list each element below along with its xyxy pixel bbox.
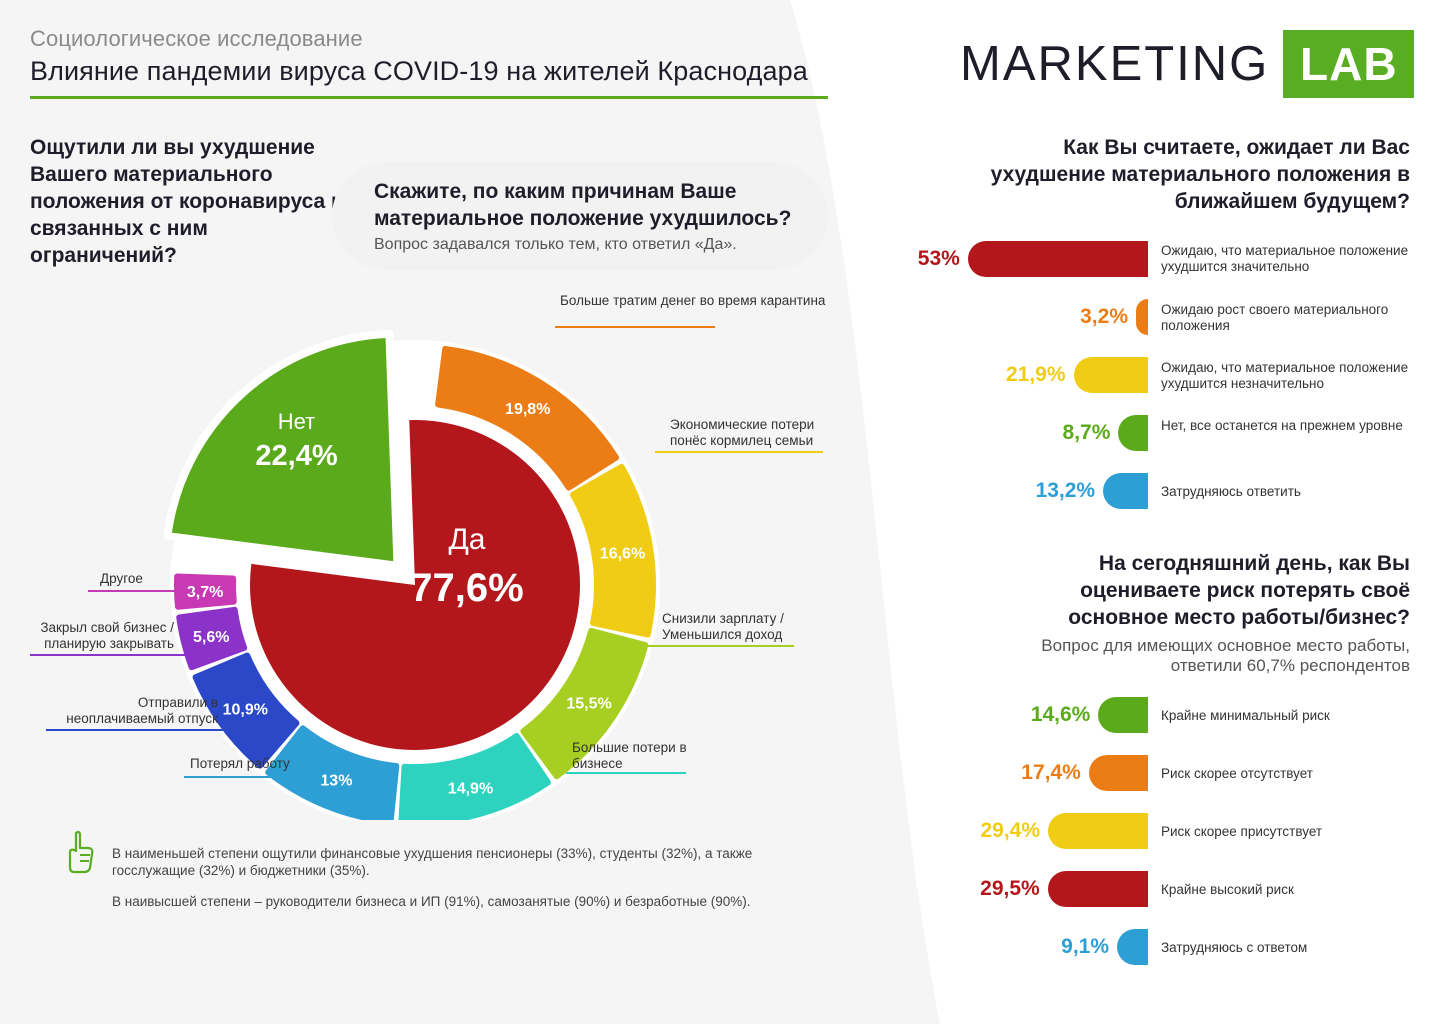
q1-value-4: 13,2% [1035,479,1096,502]
note-least-affected: В наименьшей степени ощутили финансовые … [112,846,753,878]
q2-label-2: Риск скорее присутствует [1161,824,1323,839]
reason-label-other: Другое [100,571,143,586]
logo-text: MARKETING [960,37,1270,91]
reason-slice-2 [520,627,649,780]
pie-value-no: 22,4% [255,440,337,472]
pie-label-no: Нет [278,409,315,434]
reason-slice-5 [192,652,300,769]
q1-bar-1 [1136,299,1148,335]
reason-slice-6 [176,606,248,671]
reason-slice-7 [174,573,237,610]
reason-label-unpaid-leave: Отправили в неоплачиваемый отпуск [66,695,218,726]
reason-slice-3 [398,732,551,820]
reason-label-salary: Снизили зарплату / Уменьшился доход [662,611,784,642]
question-job-risk: На сегодняшний день, как Вы оцениваете р… [1068,552,1410,629]
q1-value-3: 8,7% [1062,421,1111,444]
reason-line-other [88,590,192,592]
q2-value-2: 29,4% [980,819,1041,842]
question-job-risk-note: Вопрос для имеющих основное место работы… [1041,636,1410,675]
reason-line-unpaid-leave [46,729,238,731]
q1-label-1: Ожидаю рост своего материального положен… [1161,302,1389,333]
q2-bar-1 [1088,755,1148,791]
reason-slice-0 [435,345,620,491]
reason-slice-value-0: 19,8% [505,401,550,418]
page-title: Влияние пандемии вируса COVID-19 на жите… [30,56,808,86]
reason-label-business-losses: Большие потери в бизнесе [572,740,687,771]
question-future-worsening: Как Вы считаете, ожидает ли Вас ухудшени… [990,136,1410,213]
reason-slice-value-7: 3,7% [187,584,223,601]
q1-bar-0 [967,241,1148,277]
reason-slice-1 [569,463,656,638]
q2-value-3: 29,5% [980,877,1040,900]
q2-bar-2 [1048,813,1148,849]
reason-label-lost-job: Потерял работу [190,756,290,771]
q1-bar-3 [1118,415,1148,451]
question-reasons-box: Скажите, по каким причинам Ваше материал… [332,162,828,270]
q2-value-0: 14,6% [1030,703,1091,726]
q1-value-1: 3,2% [1080,305,1128,328]
q1-bar-4 [1103,473,1148,509]
q1-label-0: Ожидаю, что материальное положение ухудш… [1161,243,1409,274]
reason-slice-value-5: 10,9% [223,702,268,719]
pie-label-yes: Да [448,523,485,556]
pie-slice-no [163,329,402,570]
question-reasons-title: Скажите, по каким причинам Ваше материал… [374,180,792,230]
q1-bar-2 [1073,357,1148,393]
q1-value-2: 21,9% [1005,363,1066,386]
q1-label-3: Нет, все останется на прежнем уровне [1161,418,1403,433]
marketing-lab-logo: MARKETING LAB [960,30,1415,98]
q2-label-0: Крайне минимальный риск [1161,708,1330,723]
pie-slice-yes [249,420,580,750]
q2-value-1: 17,4% [1021,761,1081,784]
reason-slice-value-2: 15,5% [566,696,611,713]
logo-box: LAB [1283,30,1415,98]
reason-label-spending: Больше тратим денег во время карантина [560,293,826,308]
q2-value-4: 9,1% [1061,935,1110,958]
q1-value-0: 53% [917,247,960,270]
q2-label-1: Риск скорее отсутствует [1161,766,1313,781]
pie-slice-no-group [163,329,402,570]
reason-slice-value-3: 14,9% [448,781,493,798]
q2-bar-3 [1047,871,1148,907]
reason-slice-value-4: 13% [320,773,352,790]
hand-icon [68,830,94,874]
reason-label-closed-business: Закрыл свой бизнес / планирую закрывать [40,620,174,651]
reason-slice-value-1: 16,6% [600,546,645,563]
reason-label-breadwinner: Экономические потери понёс кормилец семь… [670,417,815,448]
q2-bar-0 [1098,697,1148,733]
reason-line-business-losses [566,772,686,774]
reason-line-spending [555,326,715,328]
pie-chart: Нет 22,4% Да 77,6% 19,8% 16,6% 15,5% 14,9% 13% 10… [163,329,660,820]
page-subtitle: Социологическое исследование [30,26,363,51]
note-most-affected: В наивысшей степени – руководители бизне… [112,894,751,909]
question-reasons-note: Вопрос задавался только тем, кто ответил… [374,236,737,253]
q2-label-3: Крайне высокий риск [1161,882,1294,897]
q2-bar-4 [1117,929,1148,965]
reason-slice-value-6: 5,6% [193,629,229,646]
q1-label-2: Ожидаю, что материальное положение ухудш… [1161,360,1409,391]
q2-label-4: Затрудняюсь с ответом [1161,940,1308,955]
q1-label-4: Затрудняюсь ответить [1161,484,1301,499]
title-underline [30,96,828,99]
reason-line-breadwinner [655,451,823,453]
pie-value-yes: 77,6% [410,566,523,610]
reason-line-closed-business [30,654,200,656]
reason-slice-4 [265,725,400,820]
question-worsening: Ощутили ли вы ухудшение Вашего материаль… [30,136,344,267]
reason-line-salary [648,645,794,647]
reason-line-lost-job [184,776,322,778]
